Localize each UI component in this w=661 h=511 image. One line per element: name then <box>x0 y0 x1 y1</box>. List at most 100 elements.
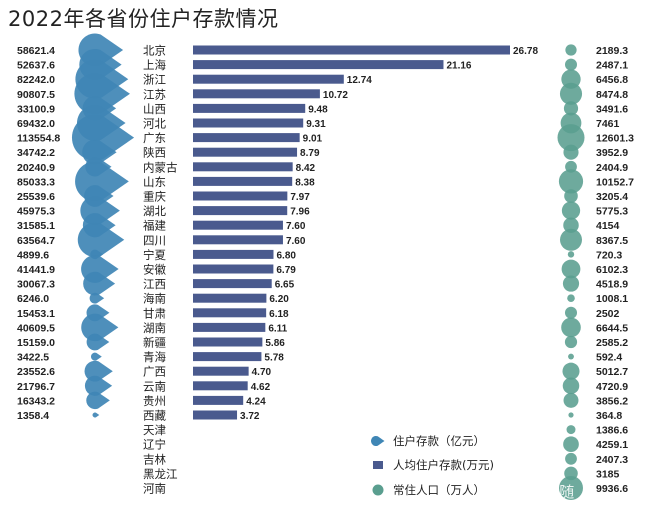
per-capita-label: 9.01 <box>303 134 323 145</box>
per-capita-bar <box>193 395 244 405</box>
province-label: 新疆 <box>143 336 166 350</box>
deposit-drop <box>86 391 110 410</box>
province-label: 黑龙江 <box>143 467 178 481</box>
per-capita-label: 6.65 <box>275 280 295 291</box>
province-label: 河北 <box>143 117 166 131</box>
population-label: 2404.9 <box>596 162 628 174</box>
legend-bar-icon <box>373 461 383 469</box>
population-circle <box>564 189 578 203</box>
province-label: 上海 <box>143 58 166 72</box>
province-label: 湖北 <box>143 204 166 218</box>
deposit-label: 58621.4 <box>17 45 55 57</box>
population-circle <box>557 124 585 152</box>
per-capita-label: 8.38 <box>295 177 315 188</box>
per-capita-bar <box>193 235 283 245</box>
province-label: 吉林 <box>143 452 166 466</box>
per-capita-label: 4.62 <box>251 382 271 393</box>
deposit-label: 20240.9 <box>17 162 55 174</box>
population-circle <box>565 44 577 56</box>
population-circle <box>565 58 577 71</box>
deposit-label: 21796.7 <box>17 381 55 393</box>
per-capita-bar <box>193 264 274 274</box>
population-circle <box>568 412 574 418</box>
province-label: 甘肃 <box>143 306 166 320</box>
deposit-drop <box>84 375 113 396</box>
population-label: 7461 <box>596 118 620 130</box>
population-label: 9936.6 <box>596 483 628 495</box>
per-capita-label: 7.60 <box>286 236 306 247</box>
province-label: 陕西 <box>143 146 166 160</box>
deposit-label: 15453.1 <box>17 308 55 320</box>
per-capita-label: 5.86 <box>265 338 285 349</box>
per-capita-bar <box>193 352 262 362</box>
per-capita-bar <box>193 147 298 157</box>
per-capita-bar <box>193 74 344 84</box>
per-capita-label: 3.72 <box>240 411 260 422</box>
population-circle <box>568 353 574 360</box>
province-label: 江苏 <box>143 87 166 101</box>
population-label: 3491.6 <box>596 103 628 115</box>
population-label: 10152.7 <box>596 176 634 188</box>
per-capita-bar <box>193 337 263 347</box>
deposit-drop <box>92 412 100 418</box>
per-capita-bar <box>193 366 249 376</box>
population-circle <box>564 335 578 349</box>
per-capita-label: 8.42 <box>296 163 316 174</box>
population-circle <box>567 294 575 303</box>
per-capita-bar <box>193 322 266 332</box>
population-circle <box>561 201 581 220</box>
province-label: 重庆 <box>143 190 166 204</box>
per-capita-bar <box>193 293 267 303</box>
deposit-label: 34742.2 <box>17 147 55 159</box>
population-circle <box>563 436 579 453</box>
province-label: 内蒙古 <box>143 160 178 174</box>
per-capita-bar <box>193 191 288 201</box>
province-label: 西藏 <box>143 409 166 423</box>
deposit-label: 31585.1 <box>17 220 55 232</box>
province-label: 安徽 <box>143 263 166 277</box>
population-label: 6102.3 <box>596 264 628 276</box>
deposit-drop <box>86 333 110 351</box>
deposit-label: 40609.5 <box>17 322 55 334</box>
deposit-drop <box>83 271 116 296</box>
population-circle <box>561 259 581 279</box>
deposit-label: 52637.6 <box>17 60 55 72</box>
per-capita-label: 5.78 <box>264 353 284 364</box>
deposit-drop <box>81 313 119 342</box>
population-label: 4259.1 <box>596 439 628 451</box>
population-label: 12601.3 <box>596 133 634 145</box>
province-label: 山东 <box>143 175 166 189</box>
legend-label: 住户存款（亿元） <box>393 434 485 448</box>
population-label: 1008.1 <box>596 293 628 305</box>
population-circle <box>559 476 583 500</box>
deposit-drop <box>91 352 102 361</box>
per-capita-bar <box>193 206 288 216</box>
population-label: 5012.7 <box>596 366 628 378</box>
watermark: 雪球 · 柏随 <box>500 483 574 501</box>
per-capita-label: 6.79 <box>276 265 296 276</box>
province-label: 辽宁 <box>143 438 166 452</box>
per-capita-label: 10.72 <box>323 90 348 101</box>
province-label: 四川 <box>143 233 166 247</box>
deposit-label: 85033.3 <box>17 176 55 188</box>
per-capita-label: 4.24 <box>246 396 266 407</box>
population-label: 2585.2 <box>596 337 628 349</box>
per-capita-bar <box>193 220 283 230</box>
population-label: 3856.2 <box>596 395 628 407</box>
population-circle <box>561 317 581 338</box>
population-label: 8474.8 <box>596 89 628 101</box>
population-label: 5775.3 <box>596 206 628 218</box>
deposit-label: 25539.6 <box>17 191 55 203</box>
per-capita-bar <box>193 60 444 70</box>
population-circle <box>565 452 577 465</box>
population-circle <box>562 362 580 380</box>
population-label: 6456.8 <box>596 74 628 86</box>
per-capita-label: 6.20 <box>269 294 289 305</box>
deposit-drop <box>89 292 105 304</box>
per-capita-bar <box>193 176 293 186</box>
deposit-series: 58621.4 52637.6 82242.0 90807.5 33100.9 69432… <box>17 33 135 422</box>
population-circle <box>564 306 578 319</box>
population-label: 3185 <box>596 468 620 480</box>
population-circle <box>563 144 579 160</box>
province-label: 海南 <box>143 292 166 306</box>
